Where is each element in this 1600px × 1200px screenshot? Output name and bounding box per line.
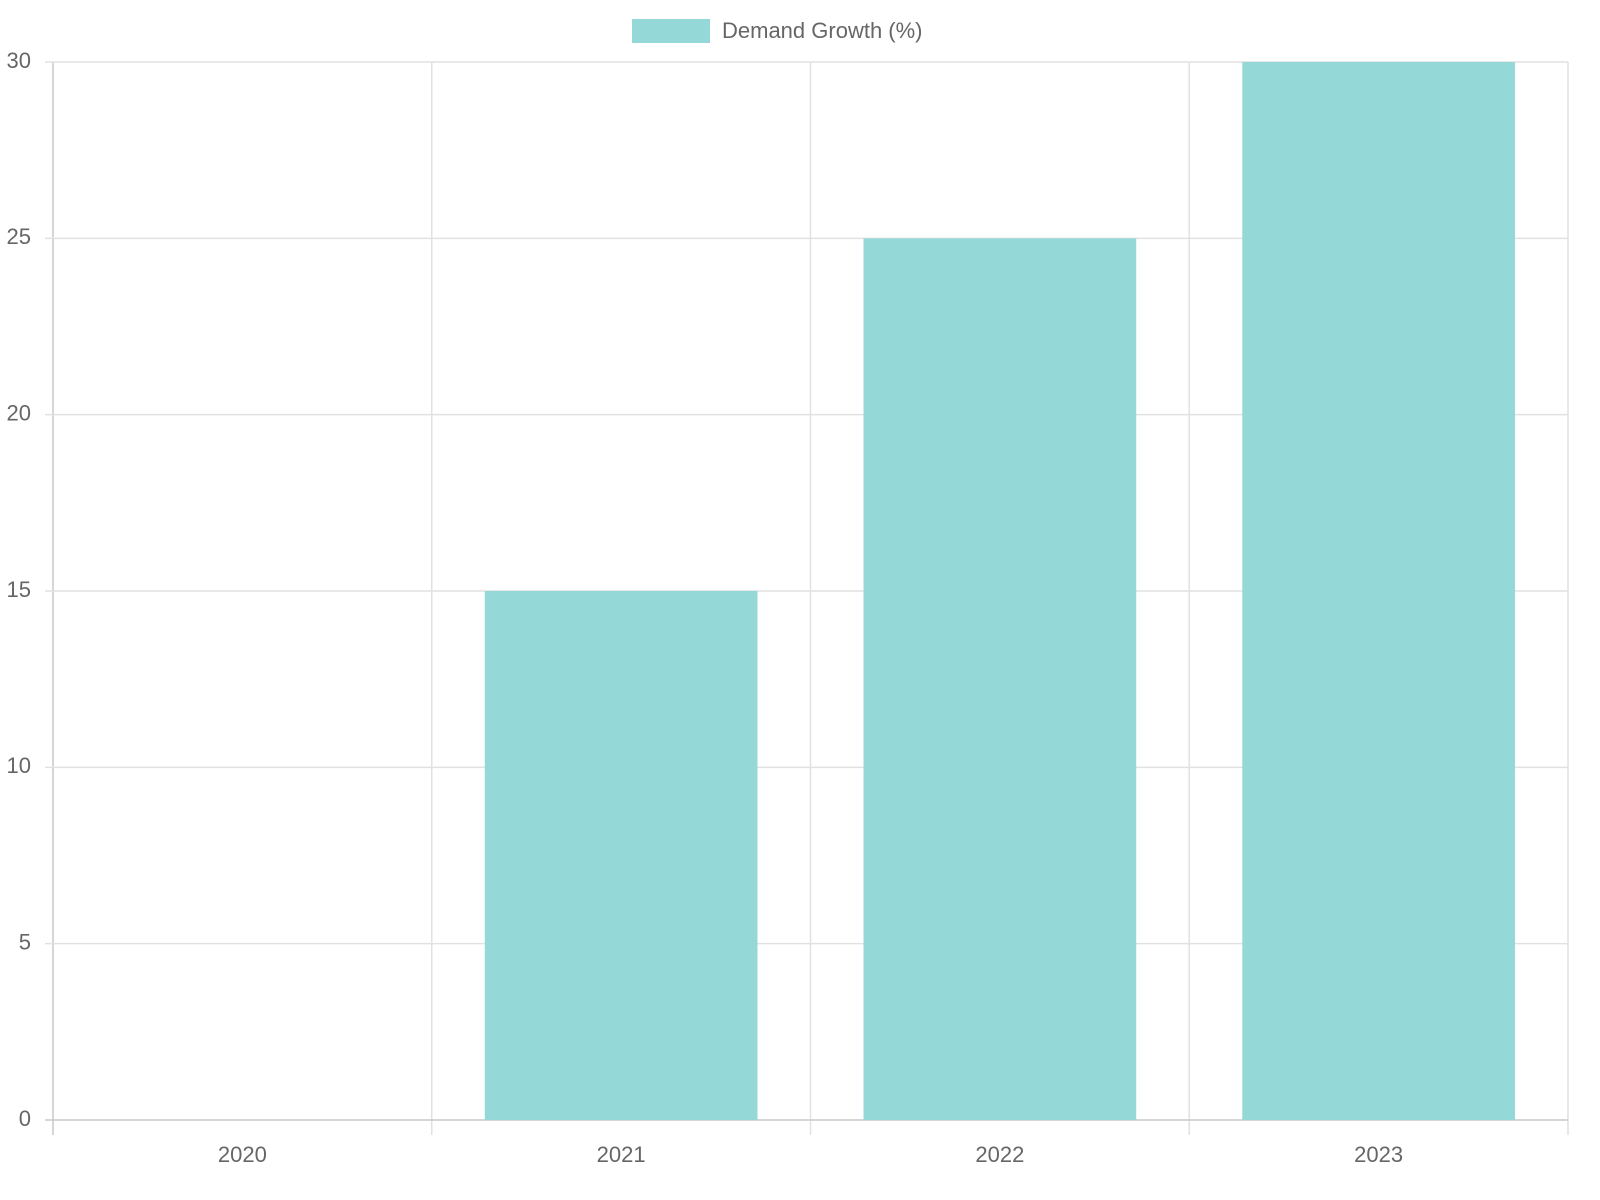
y-tick-label: 0 [19, 1106, 31, 1131]
y-tick-label: 30 [7, 48, 31, 73]
x-tick-label: 2022 [975, 1142, 1024, 1167]
y-tick-label: 5 [19, 929, 31, 954]
y-tick-label: 25 [7, 224, 31, 249]
x-tick-label: 2020 [218, 1142, 267, 1167]
x-tick-label: 2021 [597, 1142, 646, 1167]
bar [1242, 62, 1515, 1120]
bar [863, 238, 1137, 1121]
legend-label: Demand Growth (%) [722, 18, 923, 43]
bar [484, 591, 758, 1120]
x-tick-label: 2023 [1354, 1142, 1403, 1167]
legend-swatch [632, 19, 710, 43]
y-tick-label: 15 [7, 577, 31, 602]
y-tick-label: 20 [7, 400, 31, 425]
y-tick-label: 10 [7, 753, 31, 778]
